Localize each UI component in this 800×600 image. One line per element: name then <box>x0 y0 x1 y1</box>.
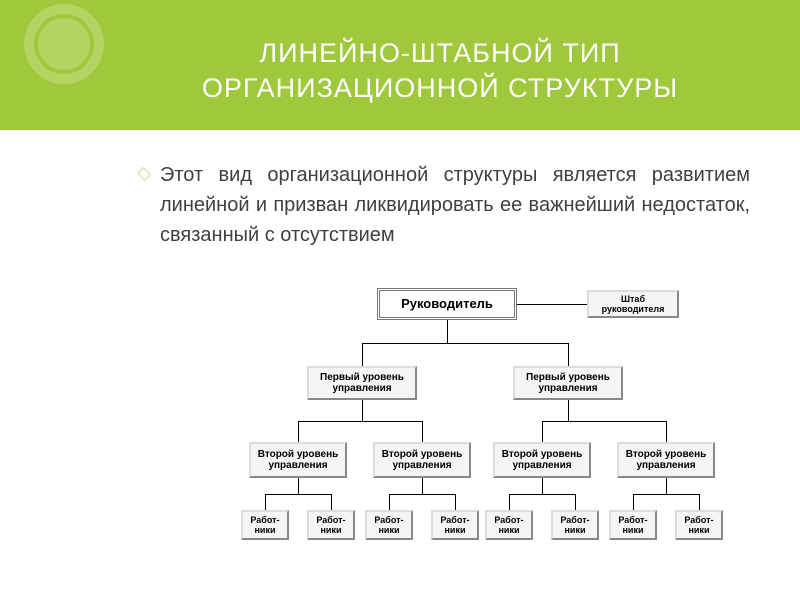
slide-title: ЛИНЕЙНО-ШТАБНОЙ ТИП ОРГАНИЗАЦИОННОЙ СТРУ… <box>110 36 770 106</box>
edge-v <box>633 494 634 510</box>
edge-h <box>517 304 587 305</box>
edge-v <box>265 494 266 510</box>
edge-h <box>542 421 568 422</box>
edge-v <box>362 343 363 366</box>
edge-v <box>331 494 332 510</box>
body-paragraph: Этот вид организационной структуры являе… <box>160 160 750 250</box>
edge-v <box>699 494 700 510</box>
edge-v <box>575 494 576 510</box>
org-box-root: Руководитель <box>377 288 517 320</box>
org-box-l2b: Второй уровень управления <box>373 442 471 478</box>
edge-v <box>298 478 299 494</box>
edge-h <box>362 343 447 344</box>
org-box-w5: Работ- ники <box>485 510 533 540</box>
edge-v <box>389 494 390 510</box>
edge-v <box>568 343 569 366</box>
edge-h <box>298 494 331 495</box>
edge-h <box>633 494 666 495</box>
org-box-w3: Работ- ники <box>365 510 413 540</box>
edge-v <box>447 320 448 343</box>
org-box-w4: Работ- ники <box>431 510 479 540</box>
org-box-l1b: Первый уровень управления <box>513 366 623 400</box>
org-chart: Руководитель Штаб руководителя Первый уров… <box>227 288 737 572</box>
org-box-l1a: Первый уровень управления <box>307 366 417 400</box>
corner-circle-ring <box>34 14 94 74</box>
edge-h <box>362 421 422 422</box>
edge-h <box>666 494 699 495</box>
edge-v <box>422 421 423 442</box>
org-box-l2d: Второй уровень управления <box>617 442 715 478</box>
edge-v <box>542 421 543 442</box>
edge-h <box>568 421 666 422</box>
edge-v <box>666 421 667 442</box>
edge-v <box>298 421 299 442</box>
edge-h <box>509 494 542 495</box>
edge-v <box>362 400 363 421</box>
bullet-icon <box>136 166 151 181</box>
edge-h <box>447 343 568 344</box>
edge-v <box>666 478 667 494</box>
edge-v <box>455 494 456 510</box>
edge-h <box>298 421 362 422</box>
edge-v <box>542 478 543 494</box>
edge-h <box>542 494 575 495</box>
org-box-staff: Штаб руководителя <box>587 290 679 318</box>
org-box-w6: Работ- ники <box>551 510 599 540</box>
org-box-w8: Работ- ники <box>675 510 723 540</box>
org-box-l2a: Второй уровень управления <box>249 442 347 478</box>
edge-h <box>265 494 298 495</box>
edge-h <box>422 494 455 495</box>
edge-v <box>568 400 569 421</box>
org-box-w1: Работ- ники <box>241 510 289 540</box>
edge-h <box>389 494 422 495</box>
org-box-w2: Работ- ники <box>307 510 355 540</box>
edge-v <box>509 494 510 510</box>
org-box-w7: Работ- ники <box>609 510 657 540</box>
edge-v <box>422 478 423 494</box>
org-box-l2c: Второй уровень управления <box>493 442 591 478</box>
